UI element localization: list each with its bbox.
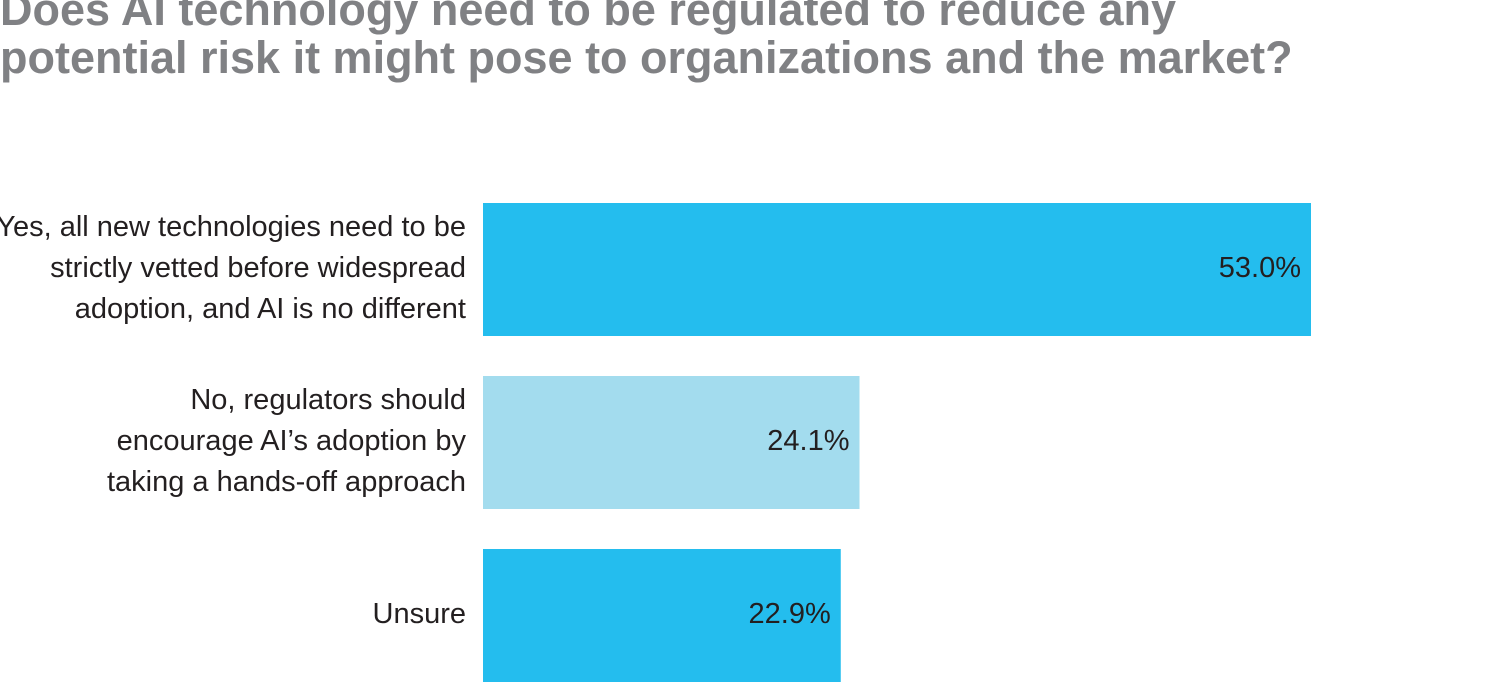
bar <box>483 376 860 509</box>
bar <box>483 203 1311 336</box>
category-label: Yes, all new technologies need to be stri… <box>0 211 466 325</box>
category-label-line: No, regulators should <box>190 384 466 416</box>
chart-title-line-2: potential risk it might pose to organiza… <box>0 32 1293 83</box>
category-label-line: Yes, all new technologies need to be <box>0 211 466 243</box>
category-label: No, regulators should encourage AI’s adop… <box>107 384 467 498</box>
category-label-line: strictly vetted before widespread <box>50 252 466 284</box>
bar-row: 22.9% Unsure <box>373 549 841 682</box>
category-label-line: encourage AI’s adoption by <box>117 425 467 457</box>
category-label-line: Unsure <box>373 598 467 630</box>
bar-value-label: 53.0% <box>1219 252 1301 284</box>
chart-title-line-1: Does AI technology need to be regulated … <box>0 0 1177 35</box>
category-label-line: taking a hands-off approach <box>107 466 466 498</box>
bar-row: 53.0% Yes, all new technologies need to b… <box>0 203 1311 336</box>
chart-title: Does AI technology need to be regulated … <box>0 0 1500 82</box>
category-label-line: adoption, and AI is no different <box>75 293 466 325</box>
bar-value-label: 24.1% <box>767 425 849 457</box>
bar-value-label: 22.9% <box>749 598 831 630</box>
bar-row: 24.1% No, regulators should encourage AI’s… <box>107 376 860 509</box>
bar <box>483 549 841 682</box>
category-label: Unsure <box>373 598 467 630</box>
